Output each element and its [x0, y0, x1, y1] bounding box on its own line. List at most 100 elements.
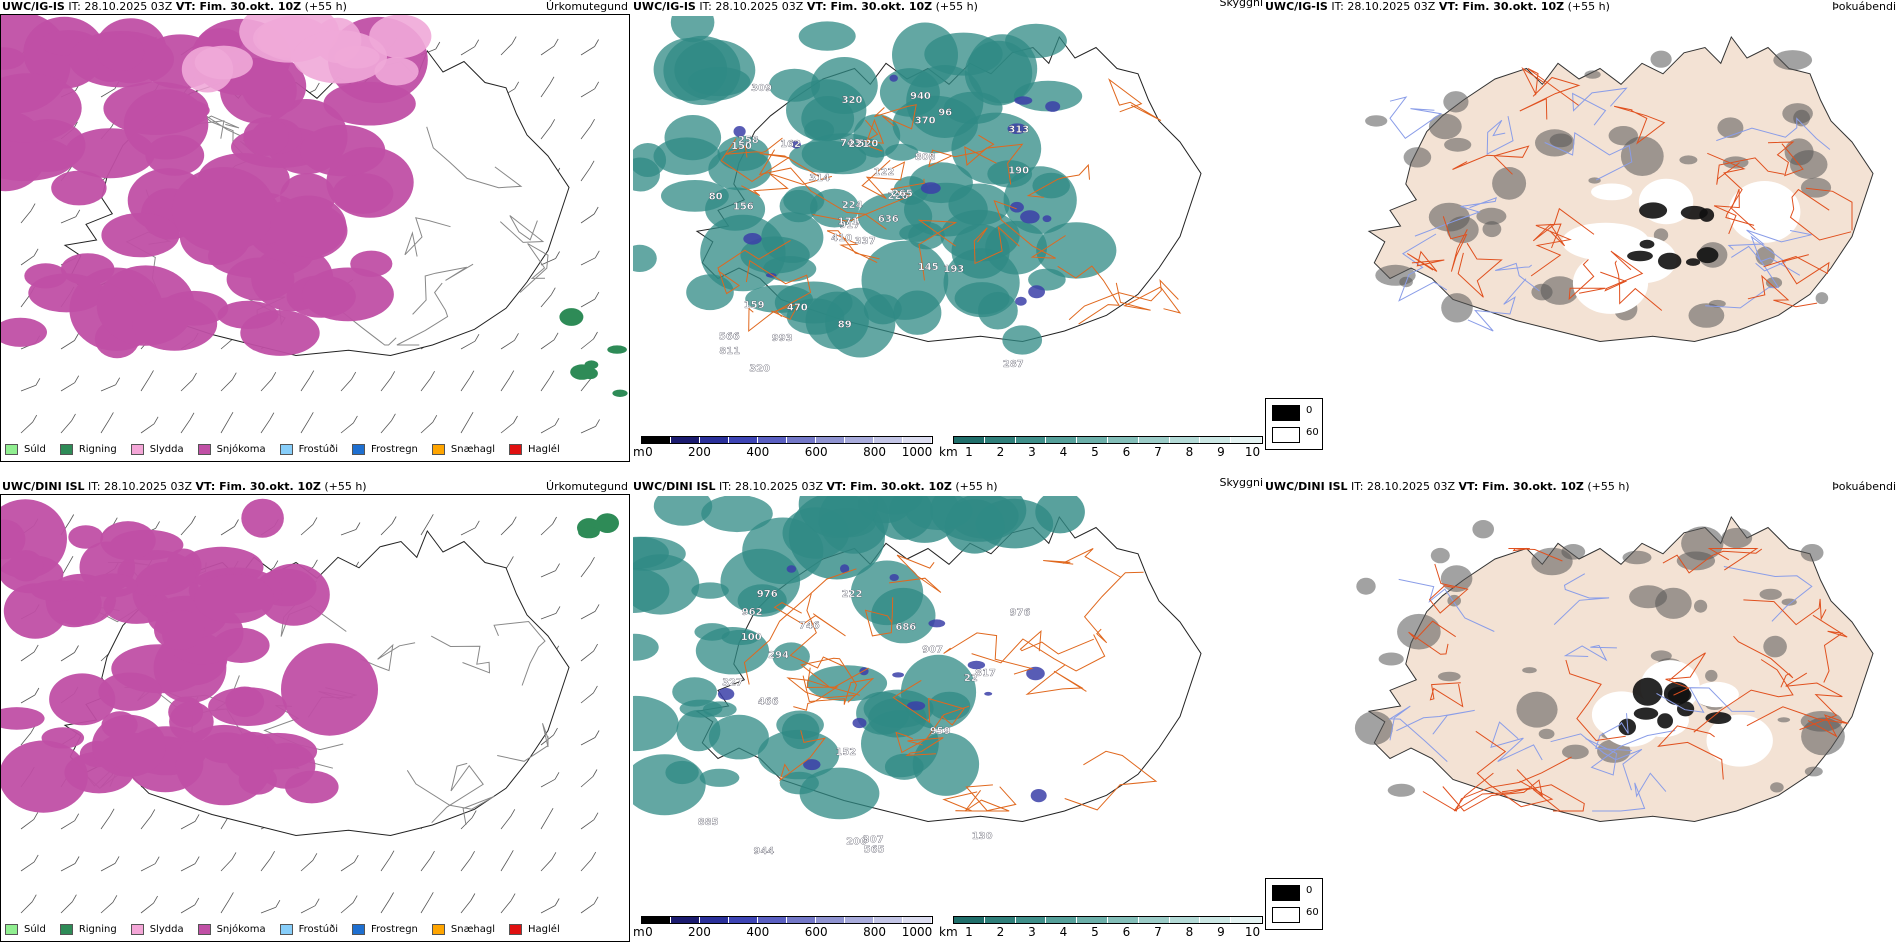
- roads-layer: [1407, 67, 1853, 311]
- fog-dense-area: [1618, 677, 1732, 736]
- ceiling-value-label: 993: [772, 333, 793, 344]
- ceiling-value-label: 171: [838, 217, 859, 228]
- legend-label: Haglél: [528, 924, 560, 935]
- ceiling-bar-cell: [758, 917, 787, 923]
- visibility-tick: 10: [1244, 925, 1261, 939]
- fog-legend: 0 60: [1265, 398, 1323, 450]
- roads-layer: [717, 78, 1182, 333]
- visibility-tick: 5: [1091, 925, 1099, 939]
- snow-area: [1, 15, 432, 359]
- low-visibility-area: [633, 16, 1117, 358]
- ceiling-value-label: 907: [922, 645, 943, 656]
- ceiling-value-label: 320: [842, 95, 863, 106]
- init-time: IT: 28.10.2025 03Z: [88, 480, 193, 493]
- legend-label: Frostregn: [371, 444, 418, 455]
- ceiling-tick: 800: [863, 445, 887, 459]
- ceiling-value-label: 959: [930, 726, 951, 737]
- ceiling-value-label: 320: [749, 364, 770, 375]
- legend-label: Haglél: [528, 444, 560, 455]
- legend-item: Frostúði: [279, 924, 338, 935]
- panel-type-label: Úrkomutegund: [546, 0, 628, 13]
- legend-item: Snæhagl: [431, 444, 495, 455]
- panel-type-label: Skyggni: [1219, 0, 1263, 9]
- rain-area: [559, 308, 628, 397]
- precip-type-panel: UWC/IG-IS IT: 28.10.2025 03Z VT: Fim. 30…: [0, 0, 632, 470]
- model-name: UWC/IG-IS: [1265, 0, 1328, 13]
- legend-swatch: [431, 444, 445, 455]
- visibility-unit: km: [939, 445, 958, 459]
- legend-swatch: [279, 924, 293, 935]
- precip-legend: Súld Rigning Slydda Snjókoma Frostúði Frostre…: [5, 924, 560, 935]
- lead-time: (+55 h): [935, 0, 978, 13]
- visibility-bar-cell: [1046, 917, 1078, 923]
- valid-time: VT: Fim. 30.okt. 10Z: [806, 0, 933, 13]
- legend-swatch: [130, 444, 144, 455]
- ceiling-bar-cell: [845, 437, 874, 443]
- fog-indicator-panel: UWC/DINI ISL IT: 28.10.2025 03Z VT: Fim.…: [1265, 480, 1900, 950]
- visibility-bar-cell: [1231, 437, 1262, 443]
- ceiling-bar-cell: [903, 917, 932, 923]
- ceiling-bar-cell: [671, 917, 700, 923]
- fog-legend-label: 0: [1306, 885, 1313, 896]
- ceiling-bar-cell: [903, 437, 932, 443]
- ceiling-tick: 400: [746, 445, 770, 459]
- model-name: UWC/IG-IS: [2, 0, 65, 13]
- ceiling-value-label: 226: [888, 191, 909, 202]
- legend-label: Slydda: [149, 924, 184, 935]
- ceiling-value-label: 130: [972, 831, 993, 842]
- legend-label: Frostregn: [371, 924, 418, 935]
- legend-item: Rigning: [59, 444, 117, 455]
- legend-item: Snjókoma: [197, 924, 266, 935]
- ceiling-value-label: 22: [964, 673, 978, 684]
- legend-label: Snæhagl: [450, 924, 496, 935]
- ceiling-value-label: 159: [744, 300, 765, 311]
- ceiling-value-label: 100: [741, 632, 762, 643]
- ceiling-value-label: 885: [698, 817, 719, 828]
- iceland-outline: [1367, 515, 1874, 823]
- legend-label: Súld: [24, 924, 46, 935]
- fog-legend: 0 60: [1265, 878, 1323, 930]
- ceiling-value-label: 962: [742, 607, 763, 618]
- model-name: UWC/DINI ISL: [1265, 480, 1348, 493]
- ceiling-value-label: 917: [839, 220, 860, 231]
- legend-item: Haglél: [509, 924, 560, 935]
- legend-item: Haglél: [509, 444, 560, 455]
- precip-map: [1, 15, 628, 434]
- legend-label: Frostúði: [298, 444, 338, 455]
- ceiling-value-label: 314: [809, 173, 830, 184]
- ceiling-value-label: 327: [722, 677, 743, 688]
- valid-time: VT: Fim. 30.okt. 10Z: [826, 480, 952, 493]
- legend-item: Súld: [5, 924, 46, 935]
- visibility-bar-cell: [1077, 437, 1108, 443]
- legend-swatch: [59, 444, 73, 455]
- ceiling-bar-cell: [729, 917, 758, 923]
- roads-layer: [1408, 547, 1849, 812]
- ceiling-value-label: 313: [1008, 125, 1029, 136]
- legend-item: Frostregn: [352, 924, 418, 935]
- ceiling-tick: 0: [645, 445, 653, 459]
- fog-legend-swatch: [1272, 907, 1300, 923]
- visibility-bar-cell: [1015, 917, 1047, 923]
- ceiling-value-label: 466: [758, 696, 779, 707]
- precip-map: [1, 498, 619, 914]
- init-time: IT: 28.10.2025 03Z: [699, 0, 804, 13]
- visibility-bar-cell: [1107, 437, 1139, 443]
- panel-header: UWC/DINI ISL IT: 28.10.2025 03Z VT: Fim.…: [2, 480, 367, 494]
- rain-area: [577, 513, 619, 539]
- ceiling-bar-strip: [641, 916, 933, 924]
- visibility-tick: 7: [1154, 445, 1162, 459]
- visibility-bar-cell: [954, 917, 985, 923]
- legend-swatch: [509, 924, 523, 935]
- legend-item: Snjókoma: [197, 444, 266, 455]
- init-time: IT: 28.10.2025 03Z: [1331, 0, 1436, 13]
- ceiling-value-label: 811: [719, 346, 740, 357]
- visibility-tick: 3: [1028, 445, 1036, 459]
- ceiling-value-label: 156: [733, 201, 754, 212]
- model-name: UWC/IG-IS: [633, 0, 696, 13]
- visibility-bar-cell: [954, 437, 985, 443]
- ceiling-value-label: 162: [780, 139, 801, 150]
- ceiling-bar-cell: [874, 917, 903, 923]
- ceiling-value-label: 410: [831, 233, 852, 244]
- fog-legend-swatch: [1272, 405, 1300, 421]
- low-ceiling-area: [717, 564, 1047, 803]
